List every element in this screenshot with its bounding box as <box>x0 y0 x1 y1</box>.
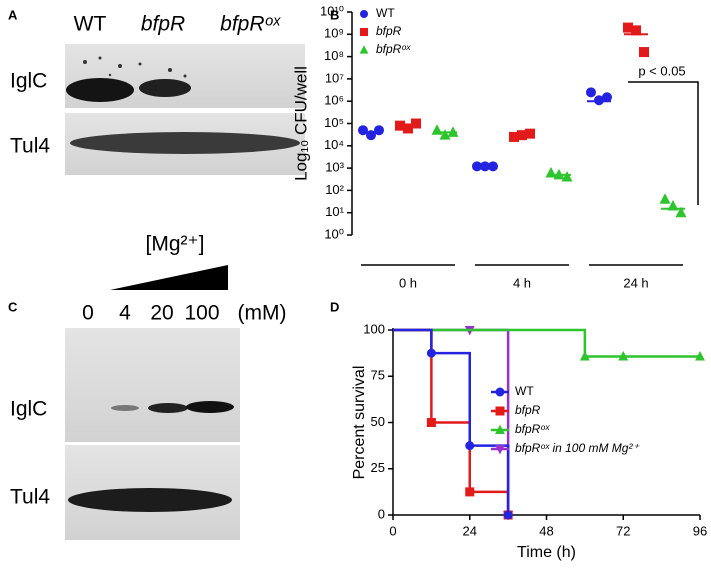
marker <box>631 25 641 36</box>
annotation: p < 0.05 <box>638 63 685 78</box>
y-tick-label: 10² <box>325 182 344 197</box>
blot-band <box>66 78 134 102</box>
lane-label: 4 <box>119 302 131 325</box>
marker <box>618 351 629 361</box>
y-tick-label: 0 <box>378 506 385 521</box>
marker <box>545 167 557 178</box>
legend-label: bfpR <box>376 24 402 38</box>
marker <box>403 123 413 134</box>
y-tick-label: 10¹⁰ <box>320 3 344 18</box>
y-tick-label: 50 <box>371 414 385 429</box>
marker <box>465 487 475 497</box>
lane-label: 100 <box>184 302 219 325</box>
marker <box>639 47 649 58</box>
y-axis-label: Log₁₀ CFU/well <box>291 66 310 181</box>
lane-label: (mM) <box>238 302 287 325</box>
panel-label: D <box>330 299 339 314</box>
x-tick-label: 0 h <box>399 275 417 290</box>
marker <box>411 118 421 129</box>
y-tick-label: 25 <box>371 460 385 475</box>
marker <box>360 10 368 18</box>
y-axis-label: Percent survival <box>351 366 368 480</box>
x-tick-label: 72 <box>616 523 630 538</box>
blot-band <box>111 405 139 411</box>
marker <box>695 351 705 361</box>
panel-label: C <box>8 299 18 314</box>
lane-label: 20 <box>150 302 173 325</box>
marker <box>675 206 687 218</box>
blot-band <box>70 132 300 154</box>
marker <box>509 131 519 142</box>
marker <box>495 424 505 435</box>
blot-band <box>68 488 232 512</box>
panel-label: B <box>330 7 339 22</box>
blot-band <box>139 79 191 97</box>
marker <box>359 45 369 54</box>
x-tick-label: 4 h <box>513 275 531 290</box>
legend-label: bfpRᵒˣ <box>515 422 550 436</box>
marker <box>659 193 671 204</box>
gradient-wedge <box>110 265 228 290</box>
row-label: IglC <box>10 70 47 93</box>
y-tick-label: 75 <box>371 368 385 383</box>
y-tick-label: 100 <box>363 321 385 336</box>
legend-label: WT <box>376 6 395 20</box>
blot-band <box>148 403 188 413</box>
x-tick-label: 24 h <box>623 275 648 290</box>
marker <box>602 92 612 103</box>
x-tick-label: 0 <box>389 523 396 538</box>
panel-label: A <box>8 7 18 22</box>
marker <box>495 387 505 397</box>
y-tick-label: 10⁰ <box>324 226 344 241</box>
y-tick-label: 10⁹ <box>324 26 344 41</box>
blot <box>65 328 240 442</box>
x-tick-label: 96 <box>693 523 707 538</box>
significance-bracket <box>628 81 699 205</box>
row-label: Tul4 <box>10 486 50 509</box>
blot-band <box>186 401 234 413</box>
y-tick-label: 10⁷ <box>325 70 344 85</box>
marker <box>426 348 436 358</box>
marker <box>426 418 436 427</box>
lane-label: 0 <box>82 302 94 325</box>
survival-line <box>393 328 510 515</box>
marker <box>495 444 505 455</box>
legend-label: bfpR <box>515 403 541 417</box>
marker <box>561 170 573 182</box>
lane-label: bfpRᵒˣ <box>220 13 282 36</box>
legend-label: bfpRᵒˣ <box>376 42 411 56</box>
blot-specks <box>83 56 187 78</box>
lane-label: bfpR <box>141 13 185 36</box>
x-tick-label: 24 <box>463 523 477 538</box>
marker <box>586 87 596 98</box>
marker <box>579 351 590 361</box>
marker <box>465 441 475 451</box>
y-tick-label: 10⁶ <box>324 93 344 108</box>
y-tick-label: 10⁵ <box>324 115 344 130</box>
x-tick-label: 48 <box>539 523 553 538</box>
marker <box>503 510 513 520</box>
y-tick-label: 10⁴ <box>324 137 344 152</box>
marker <box>495 406 505 416</box>
treatment-label: [Mg²⁺] <box>146 233 205 256</box>
survival-line <box>393 328 510 515</box>
x-axis-label: Time (h) <box>517 544 576 561</box>
row-label: IglC <box>10 398 47 421</box>
legend-label: bfpRᵒˣ in 100 mM Mg²⁺ <box>515 441 640 455</box>
marker <box>439 129 451 140</box>
y-tick-label: 10⁸ <box>324 48 344 63</box>
y-tick-label: 10³ <box>325 160 344 175</box>
row-label: Tul4 <box>10 135 50 158</box>
legend-label: WT <box>515 384 534 398</box>
marker <box>525 128 535 139</box>
lane-label: WT <box>74 13 107 36</box>
marker <box>360 28 368 36</box>
marker <box>374 125 384 136</box>
y-tick-label: 10¹ <box>325 204 344 219</box>
marker <box>623 22 633 33</box>
